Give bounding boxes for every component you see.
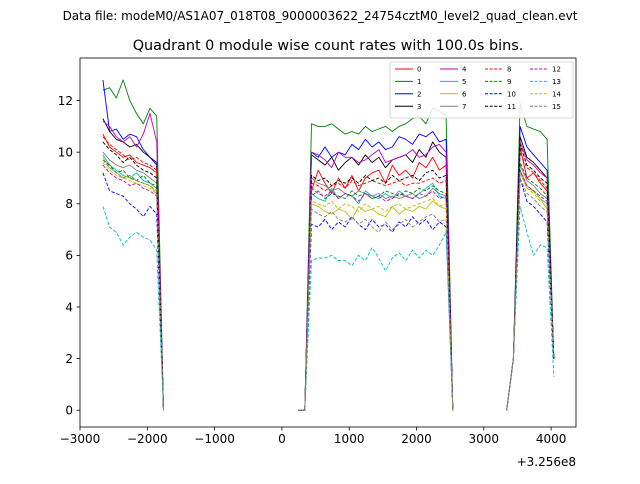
series-line-10 <box>298 216 454 411</box>
y-tick-label: 0 <box>65 404 73 418</box>
series-line-14 <box>102 162 164 411</box>
x-tick-label: −1000 <box>194 432 235 446</box>
legend-label-5: 5 <box>462 78 466 86</box>
series-line-12 <box>506 169 555 411</box>
legend-label-3: 3 <box>417 103 421 111</box>
legend-label-14: 14 <box>552 90 561 98</box>
series-14 <box>102 162 555 411</box>
series-line-8 <box>298 177 454 411</box>
series-9 <box>102 159 555 411</box>
x-tick-label: 3000 <box>469 432 500 446</box>
series-line-13 <box>298 231 454 411</box>
legend-label-4: 4 <box>462 66 467 74</box>
series-line-12 <box>298 187 454 411</box>
series-line-13 <box>102 206 164 411</box>
y-tick-label: 4 <box>65 300 73 314</box>
series-line-10 <box>102 172 164 411</box>
series-line-6 <box>298 200 454 411</box>
series-line-2 <box>298 131 454 411</box>
series-line-11 <box>298 169 454 411</box>
legend-label-8: 8 <box>507 66 511 74</box>
series-layer <box>102 79 555 411</box>
series-line-1 <box>102 79 164 411</box>
legend-label-2: 2 <box>417 90 421 98</box>
y-tick-label: 8 <box>65 197 73 211</box>
series-line-14 <box>298 198 454 411</box>
x-axis: −3000 −2000 −1000 0 1000 2000 3000 4000 <box>60 427 567 446</box>
y-tick-label: 12 <box>58 94 73 108</box>
legend-label-11: 11 <box>507 103 516 111</box>
series-line-2 <box>102 79 164 411</box>
y-axis: 0 2 4 6 8 10 12 <box>58 94 80 418</box>
legend-label-6: 6 <box>462 90 467 98</box>
figure-suptitle: Data file: modeM0/AS1A07_018T08_90000036… <box>63 9 578 23</box>
legend-label-0: 0 <box>417 66 421 74</box>
chart-title: Quadrant 0 module wise count rates with … <box>133 38 524 54</box>
legend-label-15: 15 <box>552 103 561 111</box>
legend-label-1: 1 <box>417 78 421 86</box>
x-tick-label: −3000 <box>60 432 101 446</box>
y-tick-label: 6 <box>65 249 73 263</box>
series-line-3 <box>102 118 164 411</box>
series-line-8 <box>102 136 164 411</box>
legend-label-7: 7 <box>462 103 466 111</box>
series-12 <box>102 164 555 411</box>
x-tick-label: −2000 <box>127 432 168 446</box>
y-tick-label: 10 <box>58 145 73 159</box>
series-line-15 <box>102 159 164 411</box>
x-tick-label: 1000 <box>334 432 365 446</box>
series-line-9 <box>102 159 164 411</box>
x-tick-label: 4000 <box>536 432 567 446</box>
series-15 <box>102 159 555 411</box>
series-line-1 <box>298 107 454 411</box>
axes-frame <box>79 57 577 428</box>
legend-label-10: 10 <box>507 90 516 98</box>
legend-label-13: 13 <box>552 78 561 86</box>
series-line-0 <box>298 156 454 411</box>
series-line-11 <box>102 141 164 411</box>
legend-label-9: 9 <box>507 78 511 86</box>
series-line-15 <box>506 177 555 411</box>
series-line-7 <box>506 164 555 411</box>
series-line-3 <box>298 141 454 411</box>
series-line-4 <box>102 113 164 411</box>
series-line-5 <box>102 154 164 411</box>
x-tick-label: 0 <box>278 432 286 446</box>
y-tick-label: 2 <box>65 352 73 366</box>
series-line-7 <box>102 151 164 411</box>
series-line-15 <box>298 208 454 411</box>
series-line-12 <box>102 164 164 411</box>
series-line-4 <box>298 143 454 411</box>
legend-frame <box>389 61 574 119</box>
x-offset-label: +3.256e8 <box>517 455 576 469</box>
legend-label-12: 12 <box>552 66 561 74</box>
x-tick-label: 2000 <box>401 432 432 446</box>
